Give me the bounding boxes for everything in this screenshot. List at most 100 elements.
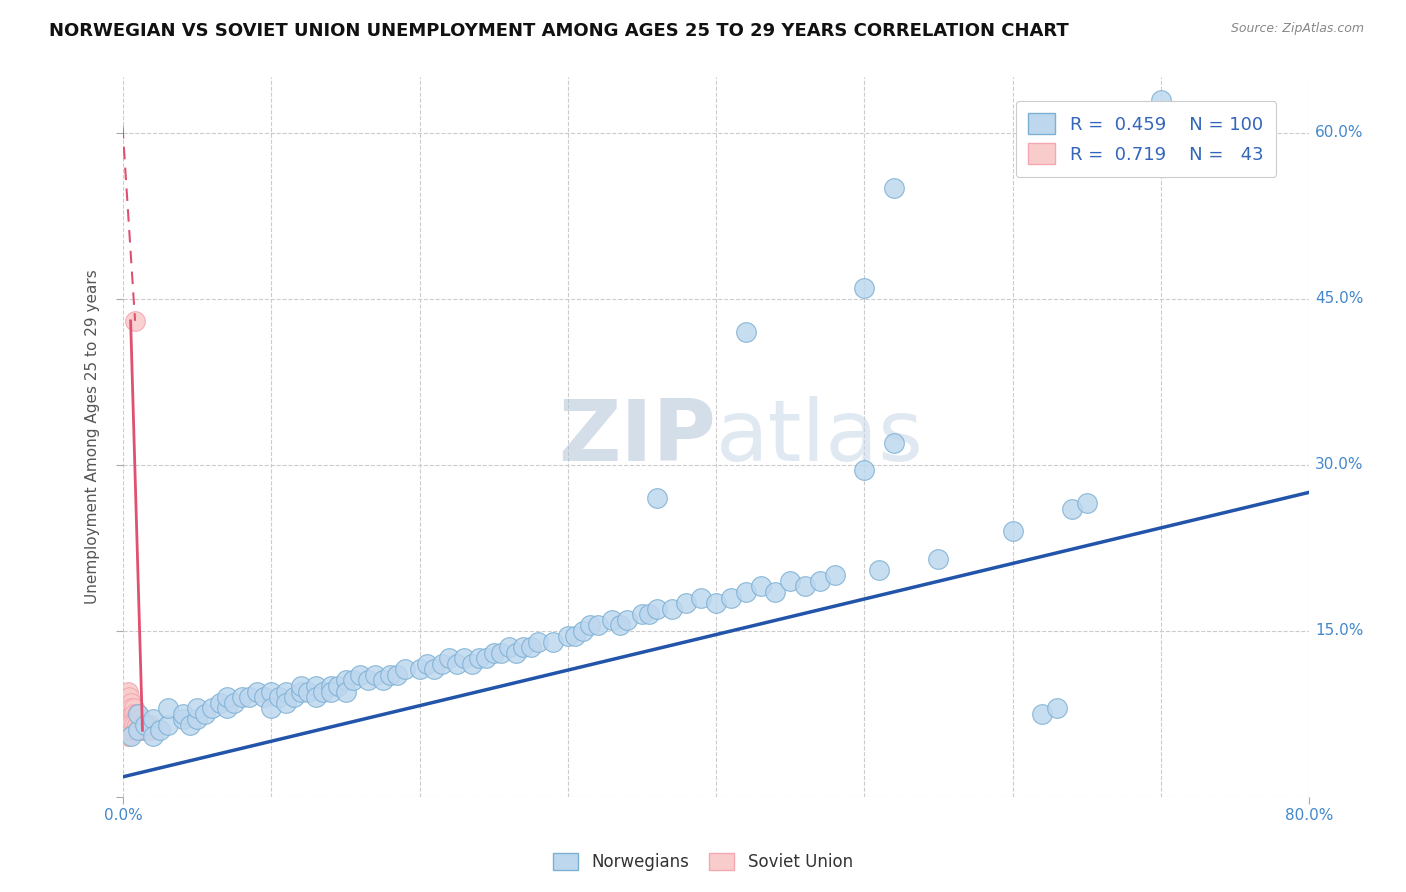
Point <box>335 684 357 698</box>
Point <box>439 651 461 665</box>
Point <box>127 723 149 738</box>
Point <box>120 718 142 732</box>
Point <box>498 640 520 655</box>
Point <box>853 463 876 477</box>
Point <box>127 723 149 738</box>
Point <box>720 591 742 605</box>
Point <box>172 706 194 721</box>
Point <box>609 618 631 632</box>
Text: 15.0%: 15.0% <box>1315 624 1364 638</box>
Point <box>131 723 153 738</box>
Point <box>571 624 593 638</box>
Point <box>267 690 290 704</box>
Point <box>127 718 149 732</box>
Point <box>136 723 159 738</box>
Point <box>1150 93 1173 107</box>
Point <box>645 601 668 615</box>
Point <box>208 696 231 710</box>
Point <box>557 629 579 643</box>
Point <box>527 634 550 648</box>
Point <box>505 646 527 660</box>
Point <box>201 701 224 715</box>
Point <box>1001 524 1024 538</box>
Point <box>312 684 335 698</box>
Point <box>134 718 156 732</box>
Legend: Norwegians, Soviet Union: Norwegians, Soviet Union <box>546 845 860 880</box>
Point <box>1046 701 1069 715</box>
Point <box>121 712 143 726</box>
Point <box>117 729 139 743</box>
Point <box>460 657 482 671</box>
Point <box>124 718 146 732</box>
Point <box>541 634 564 648</box>
Point <box>675 596 697 610</box>
Point <box>661 601 683 615</box>
Point <box>139 718 162 732</box>
Point <box>489 646 512 660</box>
Point <box>121 723 143 738</box>
Point <box>430 657 453 671</box>
Point <box>120 696 142 710</box>
Text: 45.0%: 45.0% <box>1315 292 1364 306</box>
Point <box>118 690 141 704</box>
Point <box>276 684 298 698</box>
Point <box>124 712 146 726</box>
Point <box>127 712 149 726</box>
Point <box>638 607 661 621</box>
Point <box>276 696 298 710</box>
Point <box>357 673 380 688</box>
Text: Source: ZipAtlas.com: Source: ZipAtlas.com <box>1230 22 1364 36</box>
Legend: R =  0.459    N = 100, R =  0.719    N =   43: R = 0.459 N = 100, R = 0.719 N = 43 <box>1015 101 1277 177</box>
Point <box>616 613 638 627</box>
Point <box>179 718 201 732</box>
Point <box>120 701 142 715</box>
Point <box>129 723 152 738</box>
Text: 30.0%: 30.0% <box>1315 458 1364 472</box>
Point <box>122 701 145 715</box>
Point <box>342 673 364 688</box>
Text: ZIP: ZIP <box>558 395 716 478</box>
Point <box>319 679 342 693</box>
Point <box>1076 496 1098 510</box>
Point <box>117 684 139 698</box>
Point <box>824 568 846 582</box>
Point <box>349 668 371 682</box>
Point <box>475 651 498 665</box>
Point <box>129 718 152 732</box>
Point <box>121 706 143 721</box>
Point <box>131 718 153 732</box>
Point <box>297 684 319 698</box>
Point <box>186 701 208 715</box>
Point <box>127 723 149 738</box>
Point <box>149 723 172 738</box>
Point <box>283 690 305 704</box>
Point <box>129 712 152 726</box>
Point <box>446 657 468 671</box>
Point <box>704 596 727 610</box>
Point <box>868 563 890 577</box>
Point <box>387 668 409 682</box>
Point <box>482 646 505 660</box>
Point <box>416 657 439 671</box>
Point <box>883 181 905 195</box>
Point <box>142 729 165 743</box>
Point <box>127 706 149 721</box>
Point <box>172 712 194 726</box>
Point <box>394 662 416 676</box>
Point <box>231 690 253 704</box>
Point <box>124 314 146 328</box>
Point <box>260 701 283 715</box>
Point <box>215 690 238 704</box>
Y-axis label: Unemployment Among Ages 25 to 29 years: Unemployment Among Ages 25 to 29 years <box>86 269 100 605</box>
Point <box>134 723 156 738</box>
Point <box>378 668 401 682</box>
Point <box>808 574 831 588</box>
Text: NORWEGIAN VS SOVIET UNION UNEMPLOYMENT AMONG AGES 25 TO 29 YEARS CORRELATION CHA: NORWEGIAN VS SOVIET UNION UNEMPLOYMENT A… <box>49 22 1069 40</box>
Point <box>260 684 283 698</box>
Point <box>734 325 756 339</box>
Point <box>238 690 260 704</box>
Point <box>364 668 387 682</box>
Text: atlas: atlas <box>716 395 924 478</box>
Point <box>853 281 876 295</box>
Point <box>602 613 624 627</box>
